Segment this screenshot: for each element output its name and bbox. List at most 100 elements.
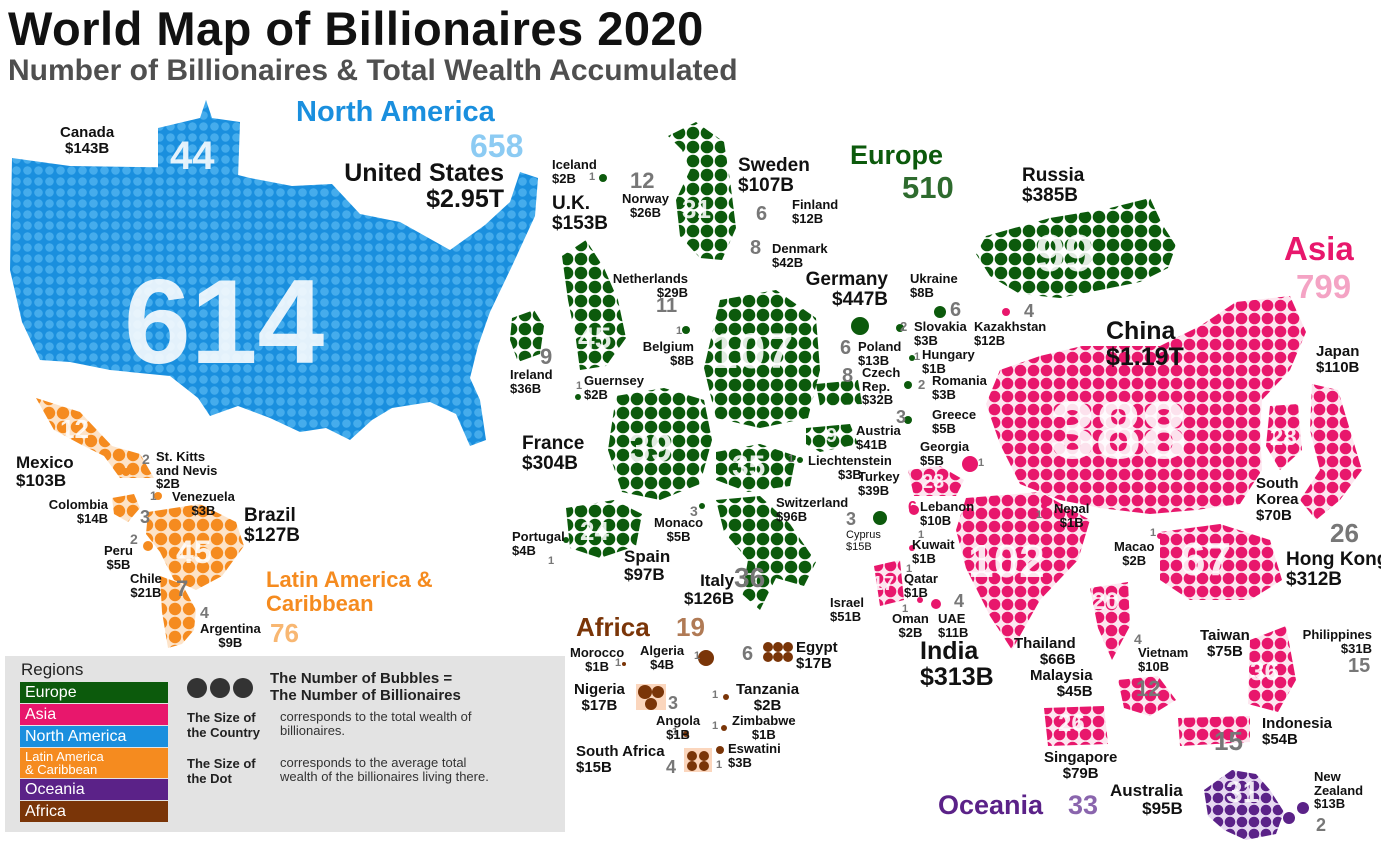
label-eswatini: Eswatini $3B [728,741,781,770]
count-venezuela: 1 [150,489,157,503]
count-ireland: 9 [540,344,553,369]
count-denmark: 8 [750,237,762,259]
region-latin-america-line1: Latin America & [266,567,433,592]
count-spain: 24 [580,516,609,546]
australia-shape [1204,770,1284,840]
count-china: 388 [1050,385,1187,476]
region-oceania: Oceania [938,790,1044,820]
count-algeria: 1 [694,650,701,662]
label-sweden: Sweden $107B [738,155,810,196]
count-guernsey: 1 [576,380,583,392]
label-kazakhstan: Kazakhstan $12B [974,319,1047,348]
switzerland-shape [716,444,796,492]
label-hungary: Hungary $1B [922,347,975,376]
count-india: 102 [968,535,1045,587]
region-europe-count: 510 [902,170,954,205]
count-egypt: 6 [742,643,754,665]
uk-shape [562,240,626,370]
label-hong-kong: Hong Kong $312B [1286,549,1381,590]
count-poland: 6 [840,337,852,359]
hong-kong-shape [1160,524,1282,600]
label-spain: Spain $97B [624,547,671,584]
count-turkey: 23 [922,471,945,493]
label-poland: Poland $13B [858,339,902,368]
label-iceland: Iceland $2B [552,157,597,186]
israel-shape [874,560,904,606]
label-singapore: Singapore $79B [1044,749,1118,782]
count-united-states: 614 [124,255,325,389]
count-cyprus: 3 [846,509,857,529]
count-south-korea: 28 [1270,424,1297,451]
label-colombia: Colombia $14B [48,497,108,526]
label-portugal: Portugal $4B [512,529,565,558]
count-zimbabwe: 1 [712,720,719,732]
count-romania: 2 [918,377,926,392]
count-monaco: 3 [690,503,698,519]
label-liechtenstein: Liechtenstein $3B [808,453,892,482]
count-colombia: 3 [140,507,151,527]
label-oman: Oman $2B [892,611,929,640]
count-iceland: 1 [589,171,596,183]
label-peru: Peru $5B [104,543,133,572]
count-netherlands: 11 [656,295,678,317]
count-norway: 12 [630,168,655,193]
india-shape [956,492,1090,650]
label-australia: Australia $95B [1110,781,1183,818]
label-mexico: Mexico $103B [16,453,74,490]
count-liechtenstein: 1 [788,453,795,465]
region-africa: Africa [576,612,650,642]
count-australia: 31 [1226,776,1260,809]
count-canada: 44 [170,134,215,178]
count-sweden: 31 [682,194,711,224]
label-thailand: Thailand $66B [1014,635,1076,668]
small-country-dots [122,174,1309,824]
count-kazakhstan: 4 [1024,301,1035,321]
legend-latin-america: Latin America & Caribbean [20,748,168,778]
count-finland: 6 [756,203,768,225]
label-romania: Romania $3B [932,373,987,402]
region-north-america: North America [296,96,495,128]
france-shape [608,388,712,500]
count-russia: 99 [1036,225,1094,283]
label-slovakia: Slovakia $3B [914,319,967,348]
map-subtitle: Number of Billionaires & Total Wealth Ac… [8,54,738,87]
germany-shape [704,290,820,428]
colombia-shape [112,494,140,522]
label-new-zealand: New Zealand $13B [1314,769,1364,812]
label-israel: Israel $51B [830,595,864,624]
mexico-shape [36,398,154,478]
czech-shape [816,380,862,406]
label-morocco: Morocco $1B [570,645,625,674]
label-argentina: Argentina $9B [200,621,261,650]
label-guernsey: Guernsey $2B [584,373,644,402]
label-france: France $304B [522,433,585,474]
count-angola: 1 [672,726,679,738]
legend-bubble-dots [187,678,256,703]
label-turkey: Turkey $39B [858,469,900,498]
count-hungary: 1 [914,351,921,363]
count-belgium: 1 [676,325,683,337]
label-nigeria: Nigeria $17B [574,681,625,714]
count-vietnam: 4 [1134,631,1142,647]
count-macao: 1 [1150,527,1157,539]
label-brazil: Brazil $127B [244,505,300,546]
ireland-shape [510,310,544,362]
region-latin-america: Latin America & Caribbean [266,568,433,616]
count-thailand: 20 [1092,588,1119,615]
indonesia-shape [1178,716,1250,746]
count-eswatini: 1 [716,759,723,771]
count-slovakia: 2 [900,319,908,334]
count-ukraine: 6 [950,299,962,321]
label-canada: Canada $143B [60,124,115,157]
south-korea-shape [1266,404,1302,470]
count-chile: 7 [176,576,189,601]
count-argentina: 4 [200,605,209,622]
label-uk: U.K. $153B [552,193,608,234]
label-qatar: Qatar $1B [904,571,938,600]
label-nepal: Nepal $1B [1054,501,1090,530]
label-angola: Angola $1B [656,713,701,742]
region-asia-count: 799 [1296,268,1352,305]
austria-shape [806,424,858,452]
label-algeria: Algeria $4B [640,643,685,672]
region-oceania-count: 33 [1068,790,1099,820]
